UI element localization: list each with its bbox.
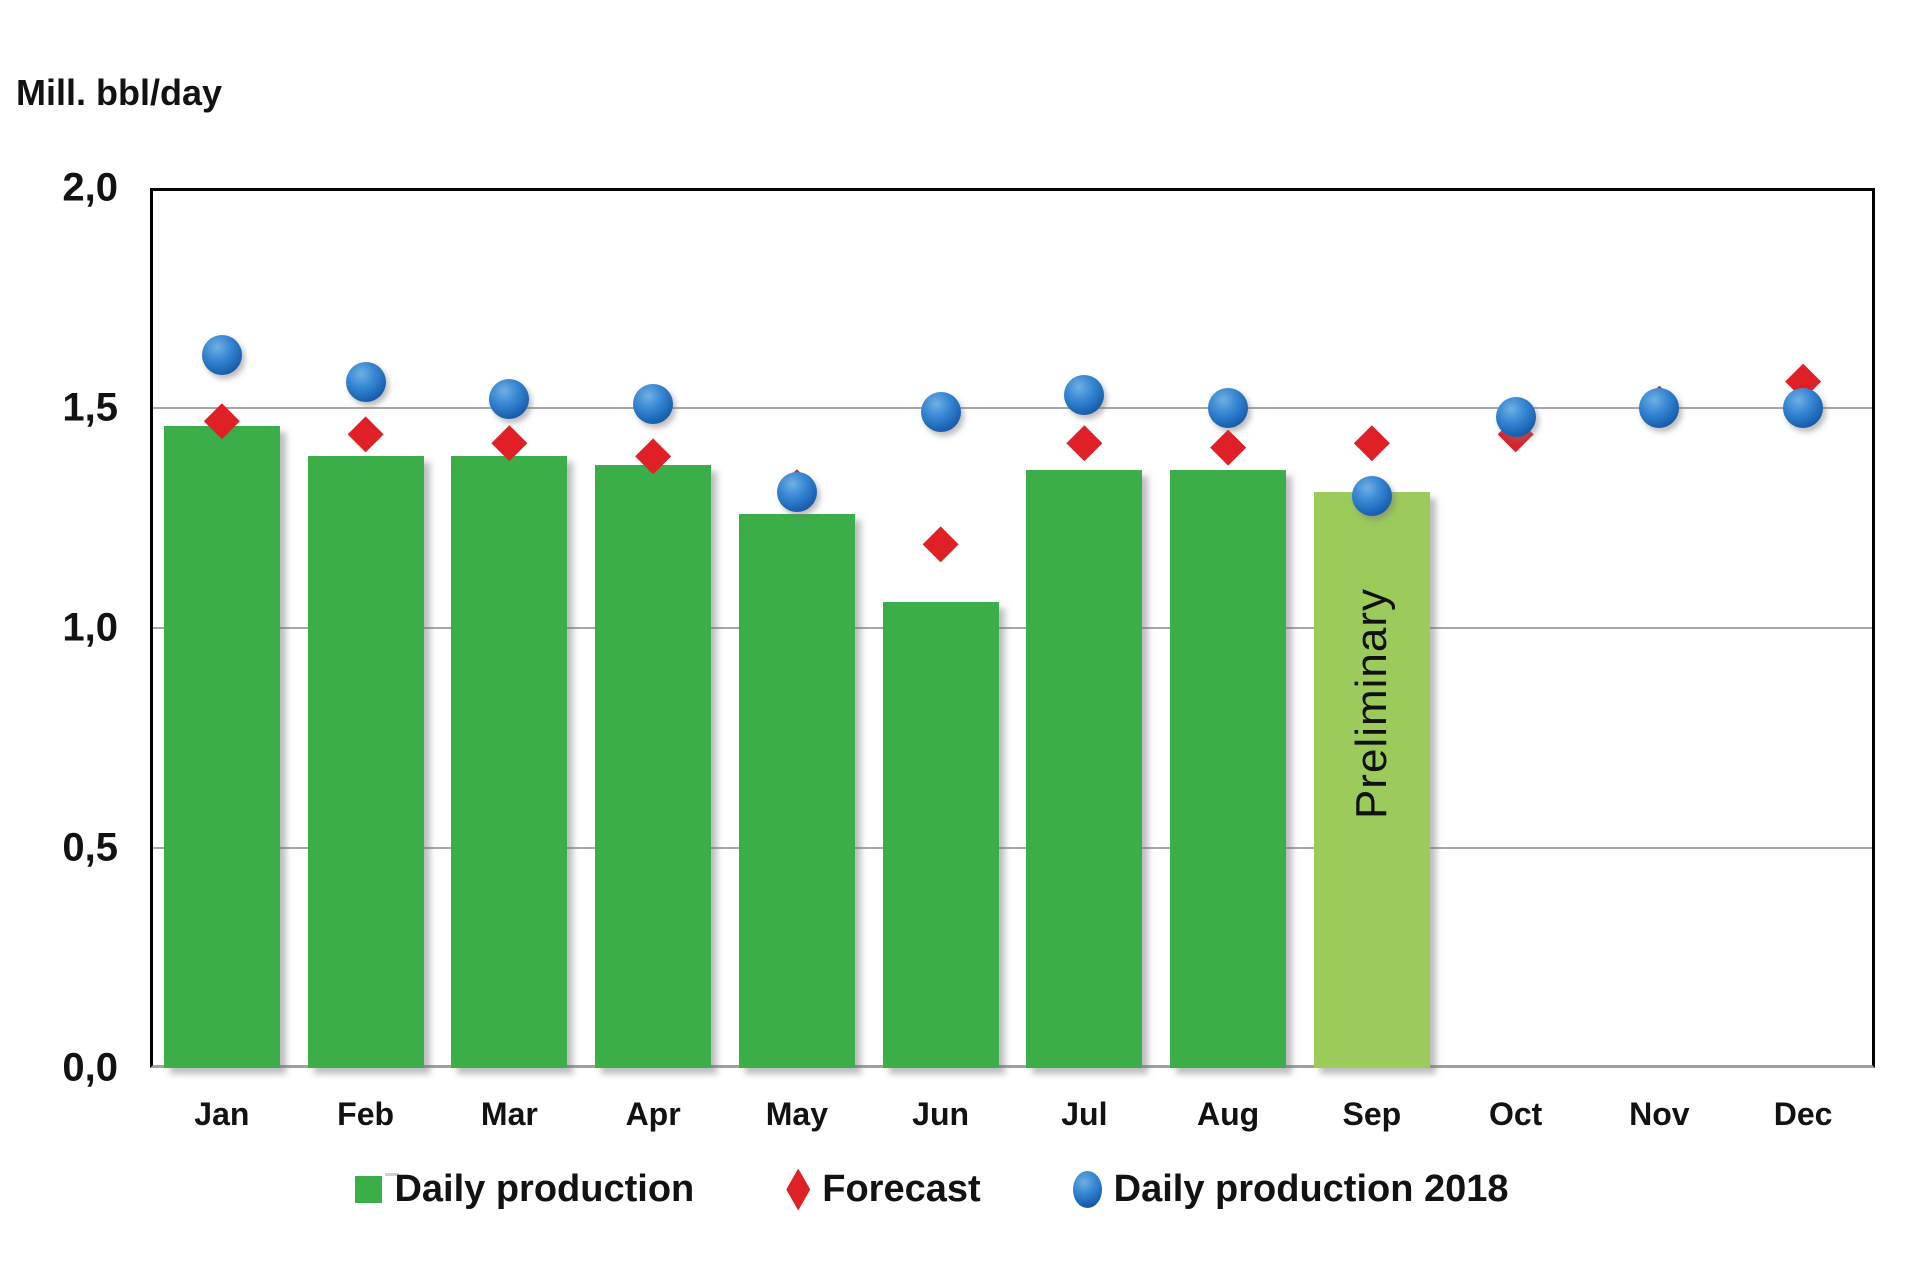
red-diamond-icon: [786, 1168, 811, 1211]
bar-aug: [1170, 469, 1287, 1068]
gridline-0,5: [150, 847, 1875, 849]
production2018-circle-may: [776, 471, 817, 512]
x-axis-tick-labels: Jan Feb Mar Apr May Jun Jul Aug Sep Oct Nov Dec: [150, 1096, 1875, 1146]
y-tick-label-2,0: 2,0: [62, 165, 118, 210]
x-tick-label-jun: Jun: [912, 1096, 970, 1132]
production2018-circle-jan: [201, 335, 242, 376]
x-tick-label-jan: Jan: [194, 1096, 250, 1132]
production2018-circle-apr: [633, 383, 674, 424]
x-tick-label-may: May: [765, 1096, 828, 1132]
legend-label-daily-production: Daily production: [394, 1168, 695, 1210]
blue-circle-icon: [1072, 1171, 1102, 1208]
preliminary-label: Preliminary: [1346, 587, 1396, 819]
production2018-circle-mar: [489, 379, 530, 420]
x-tick-label-mar: Mar: [480, 1096, 538, 1132]
y-tick-label-0,5: 0,5: [62, 825, 118, 870]
x-tick-label-apr: Apr: [625, 1096, 681, 1132]
bar-feb: [307, 456, 424, 1068]
bar-sep: Preliminary: [1313, 491, 1430, 1068]
production2018-circle-aug: [1208, 388, 1249, 428]
legend-item-daily-production-2018: Daily production 2018: [1072, 1168, 1509, 1211]
bar-apr: [595, 465, 712, 1068]
bar-jul: [1026, 469, 1143, 1068]
plot-frame: [150, 188, 1875, 1068]
y-tick-label-1,0: 1,0: [62, 605, 118, 650]
bar-jun: [882, 601, 999, 1068]
bar-mar: [451, 456, 568, 1068]
chart-legend: Daily production Forecast Daily producti…: [0, 1168, 1892, 1211]
bar-jan: [163, 425, 280, 1068]
production2018-circle-sep: [1351, 476, 1392, 516]
legend-item-daily-production: Daily production: [355, 1168, 694, 1211]
x-tick-label-jul: Jul: [1061, 1096, 1108, 1132]
production2018-circle-jul: [1064, 374, 1105, 415]
green-square-icon: [355, 1176, 383, 1203]
legend-label-forecast: Forecast: [822, 1168, 981, 1210]
legend-artifact-dash: [385, 1173, 399, 1176]
plot-area: Preliminary: [150, 188, 1875, 1068]
x-tick-label-dec: Dec: [1773, 1096, 1833, 1132]
y-axis-title: Mill. bbl/day: [16, 72, 223, 113]
production2018-circle-nov: [1639, 388, 1680, 428]
y-tick-label-0,0: 0,0: [62, 1045, 118, 1090]
gridline-1,0: [150, 627, 1875, 629]
x-tick-label-sep: Sep: [1342, 1096, 1402, 1132]
bar-may: [738, 513, 855, 1068]
production2018-circle-dec: [1783, 388, 1824, 428]
x-tick-label-oct: Oct: [1488, 1096, 1543, 1132]
x-tick-label-nov: Nov: [1629, 1096, 1690, 1132]
production2018-circle-oct: [1495, 396, 1536, 437]
production2018-circle-feb: [345, 361, 386, 402]
y-tick-label-1,5: 1,5: [62, 385, 118, 430]
production2018-circle-jun: [920, 392, 961, 433]
legend-label-daily-production-2018: Daily production 2018: [1113, 1168, 1509, 1210]
legend-item-forecast: Forecast: [786, 1168, 981, 1211]
gridline-1,5: [150, 407, 1875, 409]
x-tick-label-aug: Aug: [1197, 1096, 1260, 1132]
x-tick-label-feb: Feb: [337, 1096, 395, 1132]
